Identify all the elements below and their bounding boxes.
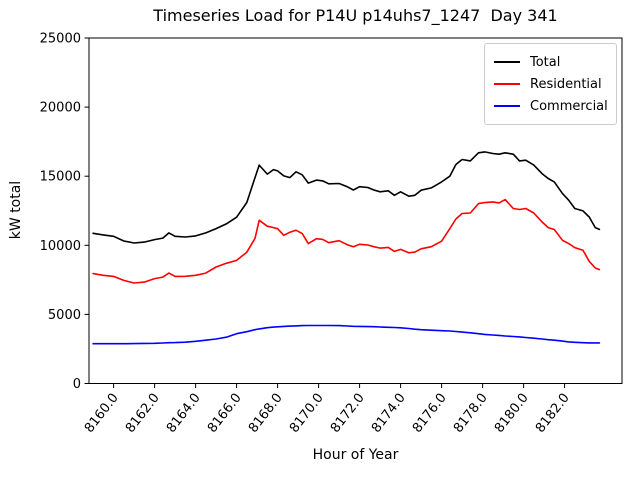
x-tick-label: 8180.0 bbox=[492, 391, 532, 436]
x-tick-label: 8168.0 bbox=[246, 391, 286, 436]
y-tick-label: 5000 bbox=[48, 308, 81, 323]
legend-label-commercial: Commercial bbox=[530, 98, 608, 114]
legend-item-total: Total bbox=[494, 51, 607, 73]
y-tick-label: 20000 bbox=[40, 101, 81, 116]
y-tick-label: 10000 bbox=[40, 239, 81, 254]
x-tick-label: 8160.0 bbox=[82, 391, 122, 436]
y-axis-label: kW total bbox=[8, 180, 25, 240]
legend-line-swatch-total bbox=[494, 61, 520, 63]
x-tick-label: 8176.0 bbox=[410, 391, 450, 436]
y-tick-label: 0 bbox=[73, 377, 81, 392]
x-tick-label: 8166.0 bbox=[205, 391, 245, 436]
plot-frame bbox=[88, 37, 623, 384]
y-tick-label: 15000 bbox=[40, 170, 81, 185]
legend-line-swatch-residential bbox=[494, 83, 520, 85]
legend-label-total: Total bbox=[530, 54, 561, 70]
x-tick-label: 8164.0 bbox=[164, 391, 204, 436]
legend: Total Residential Commercial bbox=[484, 43, 617, 125]
y-tick-label: 25000 bbox=[40, 32, 81, 47]
x-tick-label: 8182.0 bbox=[533, 391, 573, 436]
x-tick-label: 8172.0 bbox=[328, 391, 368, 436]
series-line-commercial bbox=[92, 324, 601, 345]
legend-item-commercial: Commercial bbox=[494, 95, 608, 117]
x-tick-label: 8178.0 bbox=[451, 391, 491, 436]
legend-item-residential: Residential bbox=[494, 73, 607, 95]
legend-label-residential: Residential bbox=[530, 76, 602, 92]
x-axis-label: Hour of Year bbox=[312, 447, 399, 463]
chart-title: Timeseries Load for P14U p14uhs7_1247 Da… bbox=[153, 6, 558, 25]
x-tick-label: 8162.0 bbox=[123, 391, 163, 436]
x-tick-label: 8174.0 bbox=[369, 391, 409, 436]
series-line-total bbox=[92, 151, 601, 244]
legend-line-swatch-commercial bbox=[494, 105, 520, 107]
x-tick-label: 8170.0 bbox=[287, 391, 327, 436]
series-line-residential bbox=[92, 198, 601, 284]
